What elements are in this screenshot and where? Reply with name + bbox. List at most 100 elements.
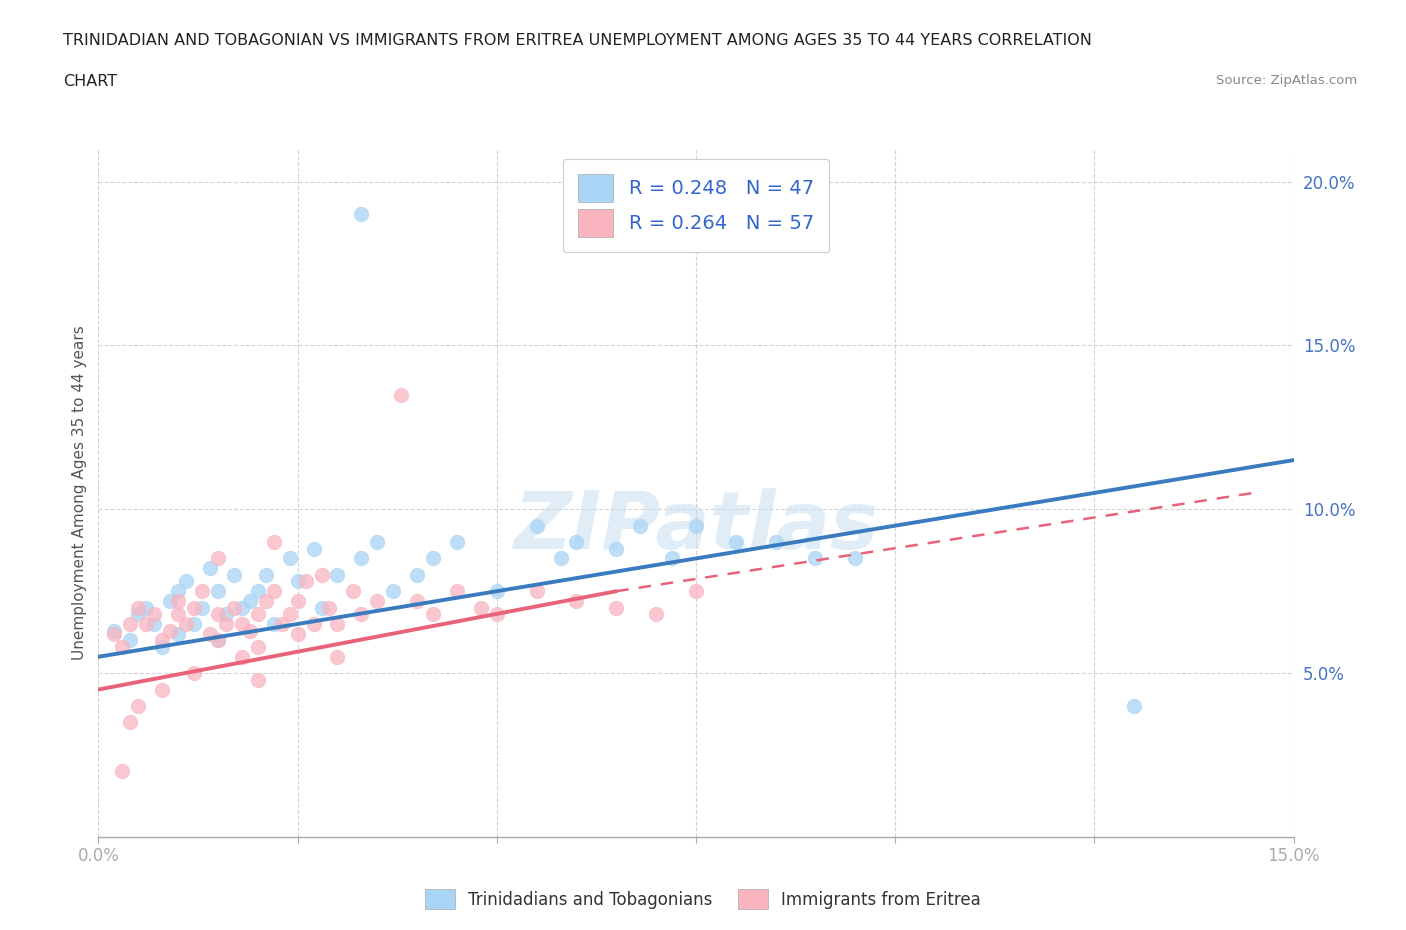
Point (645, 606, 668, 621)
Point (246, 606, 269, 621)
Point (150, 633, 173, 648)
Point (326, 567, 349, 582)
Point (167, 593, 190, 608)
Point (294, 574, 316, 589)
Point (215, 617, 238, 631)
Point (263, 584, 285, 599)
Point (222, 600, 245, 615)
Point (207, 633, 229, 648)
Point (150, 640, 173, 655)
Y-axis label: Unemployment Among Ages 35 to 44 years: Unemployment Among Ages 35 to 44 years (72, 326, 87, 660)
Text: TRINIDADIAN AND TOBAGONIAN VS IMMIGRANTS FROM ERITREA UNEMPLOYMENT AMONG AGES 35: TRINIDADIAN AND TOBAGONIAN VS IMMIGRANTS… (63, 33, 1092, 47)
Point (111, 640, 134, 655)
Point (485, 606, 508, 621)
Point (135, 600, 157, 615)
Point (628, 518, 651, 533)
Point (661, 551, 683, 565)
Point (311, 567, 333, 582)
Point (120, 617, 142, 631)
Point (231, 649, 253, 664)
Point (120, 715, 142, 730)
Point (406, 567, 429, 582)
Point (222, 567, 245, 582)
Point (278, 606, 301, 621)
Legend: R = 0.248   N = 47, R = 0.264   N = 57: R = 0.248 N = 47, R = 0.264 N = 57 (562, 158, 830, 252)
Point (1123, 698, 1146, 713)
Point (318, 600, 340, 615)
Point (191, 584, 214, 599)
Point (765, 535, 787, 550)
Point (382, 584, 405, 599)
Point (159, 593, 181, 608)
Point (422, 606, 444, 621)
Point (239, 623, 262, 638)
Point (231, 600, 253, 615)
Point (685, 518, 707, 533)
Point (302, 541, 325, 556)
Point (526, 518, 548, 533)
Point (183, 666, 205, 681)
Point (287, 574, 309, 589)
Text: ZIPatlas: ZIPatlas (513, 488, 879, 566)
Point (565, 593, 588, 608)
Point (302, 617, 325, 631)
Point (526, 584, 548, 599)
Point (804, 551, 827, 565)
Point (366, 535, 388, 550)
Point (565, 535, 588, 550)
Point (167, 606, 190, 621)
Point (246, 640, 269, 655)
Point (231, 617, 253, 631)
Point (127, 698, 149, 713)
Point (198, 627, 221, 642)
Point (287, 593, 309, 608)
Point (143, 617, 166, 631)
Point (159, 623, 181, 638)
Point (605, 600, 627, 615)
Point (287, 627, 309, 642)
Point (103, 623, 125, 638)
Point (263, 535, 285, 550)
Point (350, 206, 373, 221)
Point (174, 617, 197, 631)
Point (167, 627, 190, 642)
Point (120, 633, 142, 648)
Point (143, 606, 166, 621)
Point (311, 600, 333, 615)
Point (406, 593, 429, 608)
Point (326, 617, 349, 631)
Point (446, 584, 468, 599)
Point (342, 584, 364, 599)
Point (470, 600, 492, 615)
Point (215, 606, 238, 621)
Point (724, 535, 747, 550)
Point (350, 551, 373, 565)
Point (127, 606, 149, 621)
Point (246, 672, 269, 687)
Point (270, 617, 292, 631)
Point (389, 387, 412, 402)
Point (191, 600, 214, 615)
Point (167, 584, 190, 599)
Point (207, 584, 229, 599)
Text: CHART: CHART (63, 74, 117, 89)
Point (183, 617, 205, 631)
Point (485, 584, 508, 599)
Point (207, 633, 229, 648)
Point (326, 649, 349, 664)
Point (278, 551, 301, 565)
Point (422, 551, 444, 565)
Point (254, 593, 277, 608)
Point (183, 600, 205, 615)
Point (111, 764, 134, 779)
Point (207, 551, 229, 565)
Point (207, 606, 229, 621)
Point (605, 541, 627, 556)
Text: Source: ZipAtlas.com: Source: ZipAtlas.com (1216, 74, 1357, 87)
Point (350, 606, 373, 621)
Point (174, 574, 197, 589)
Point (685, 584, 707, 599)
Point (150, 682, 173, 697)
Point (103, 627, 125, 642)
Point (127, 600, 149, 615)
